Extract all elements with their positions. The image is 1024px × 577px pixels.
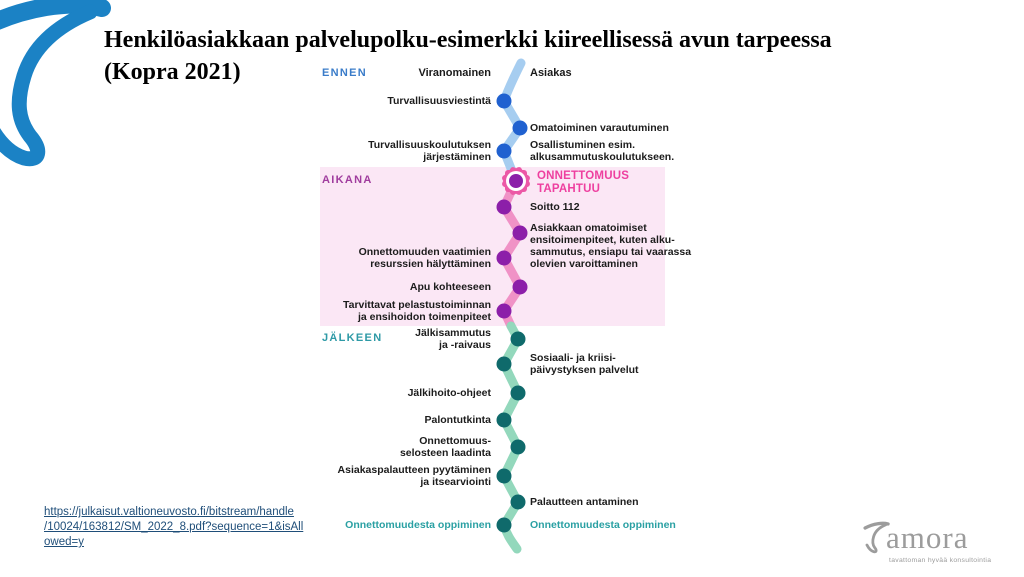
step-label-learning: Onnettomuudesta oppiminen — [345, 519, 491, 531]
step-dot — [512, 279, 528, 295]
samora-swoosh-decoration-icon — [0, 5, 102, 159]
step-label: Tarvittavat pelastustoiminnan ja ensihoi… — [342, 299, 491, 323]
step-dot — [496, 250, 512, 266]
step-label: Turvallisuuskoulutuksen järjestäminen — [368, 139, 491, 163]
step-label: Turvallisuusviestintä — [387, 95, 491, 107]
step-dot — [496, 303, 512, 319]
step-label: Palautteen antaminen — [530, 496, 639, 508]
path-segment-aikana — [499, 176, 525, 331]
logo-wordmark: amora — [886, 520, 969, 555]
step-dot — [510, 331, 526, 347]
step-label: Apu kohteeseen — [409, 281, 491, 293]
step-dot — [496, 412, 512, 428]
step-label: Onnettomuuden vaatimien resurssien hälyt… — [358, 246, 491, 270]
step-dot — [512, 225, 528, 241]
step-label: Jälkisammutus ja -raivaus — [415, 327, 491, 351]
step-label-learning: Onnettomuudesta oppiminen — [530, 519, 676, 531]
step-dot — [510, 385, 526, 401]
logo-tagline: tavattoman hyvää konsultointia — [889, 557, 992, 564]
step-label: Osallistuminen esim. alkusammutuskoulutu… — [530, 139, 675, 163]
step-label: Onnettomuus- selosteen laadinta — [399, 435, 491, 459]
column-header-viranomainen: Viranomainen — [418, 67, 491, 79]
step-dot — [512, 120, 528, 136]
step-dot — [496, 356, 512, 372]
step-dot — [496, 93, 512, 109]
step-label: Soitto 112 — [530, 201, 580, 213]
step-dot — [496, 517, 512, 533]
step-label: Jälkihoito-ohjeet — [407, 387, 491, 399]
source-link[interactable]: https://julkaisut.valtioneuvosto.fi/bits… — [44, 506, 304, 548]
phase-label-aikana: AIKANA — [322, 174, 373, 186]
phase-label-jalkeen: JÄLKEEN — [322, 332, 383, 344]
step-label: Sosiaali- ja kriisi- päivystyksen palvel… — [530, 352, 639, 376]
path-segment-jalkeen — [499, 321, 523, 554]
phase-label-ennen: ENNEN — [322, 67, 368, 79]
step-label: Asiakaspalautteen pyytäminen ja itsearvi… — [337, 464, 491, 488]
step-dot — [496, 143, 512, 159]
column-header-asiakas: Asiakas — [530, 67, 572, 79]
event-label-onnettomuus-tapahtuu: ONNETTOMUUS TAPAHTUU — [537, 170, 630, 195]
accident-starburst-icon — [502, 167, 530, 195]
step-dot — [496, 199, 512, 215]
step-dot — [510, 439, 526, 455]
step-label: Asiakkaan omatoimiset ensitoimenpiteet, … — [530, 222, 692, 270]
step-label: Omatoiminen varautuminen — [530, 122, 669, 134]
step-dot — [496, 468, 512, 484]
step-dot — [510, 494, 526, 510]
step-label: Palontutkinta — [424, 414, 491, 426]
page-title: Henkilöasiakkaan palvelupolku-esimerkki … — [104, 27, 832, 85]
